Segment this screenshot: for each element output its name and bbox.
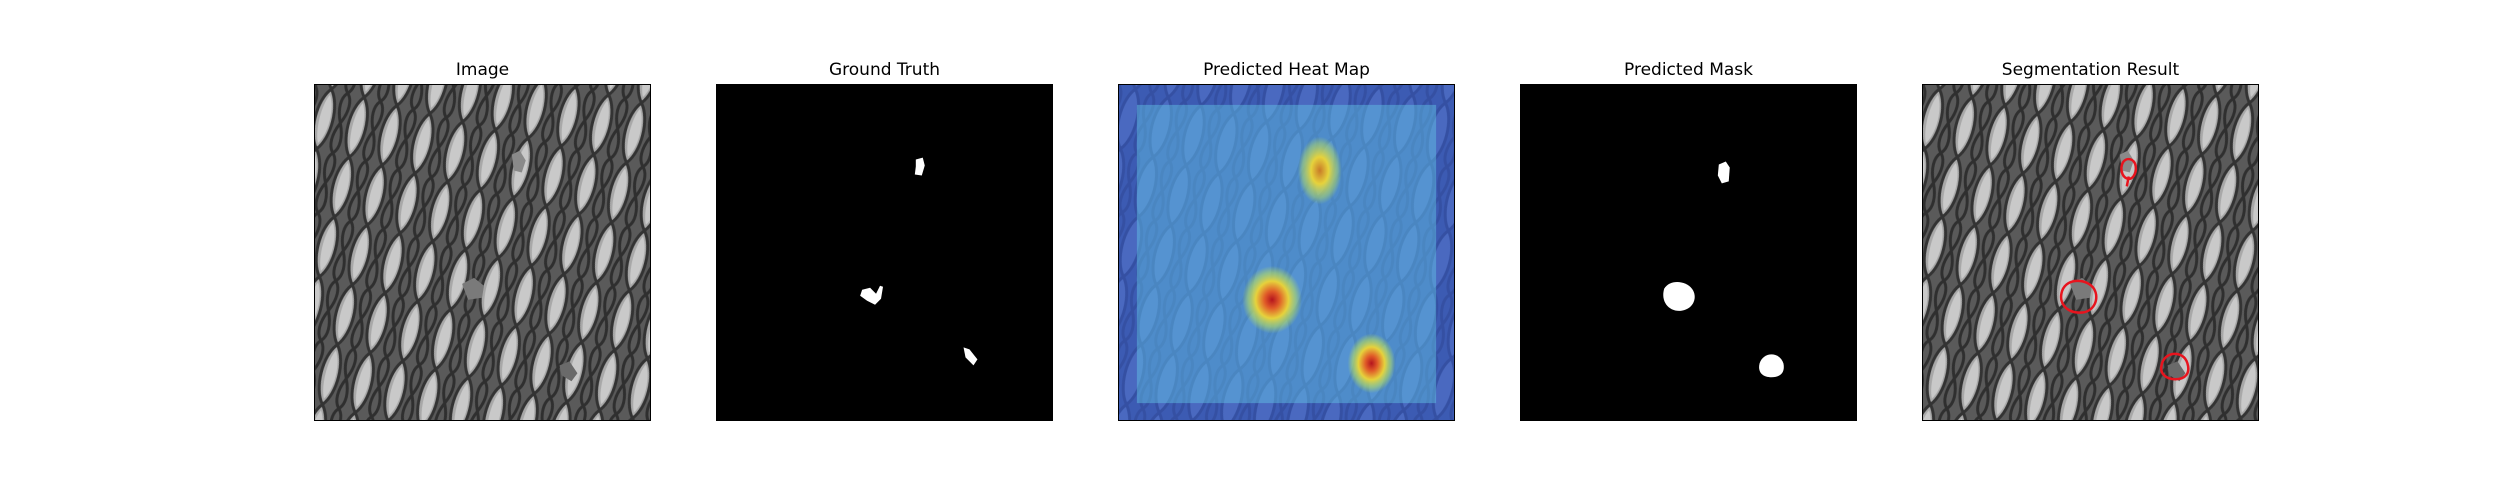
defect-2 [462,277,484,300]
panel-segmentation-result: Segmentation Result [1922,52,2259,424]
panel-title: Predicted Heat Map [1203,60,1370,80]
pred-region-3 [1759,354,1784,378]
heat-spot-1 [1297,136,1342,205]
contour-3 [2159,352,2190,381]
mesh-image [315,85,650,420]
panel-title: Image [455,60,510,80]
gt-region-3 [963,347,978,366]
heat-spot-3 [1347,333,1396,394]
gt-region-2 [860,285,884,305]
segmentation-result [1923,85,2258,420]
predicted-mask [1521,85,1856,420]
predicted-mask-frame [1520,84,1857,421]
segmentation-frame [1922,84,2259,421]
pred-region-1 [1717,161,1730,184]
panel-title: Predicted Mask [1624,60,1753,80]
panel-title: Segmentation Result [2001,60,2180,80]
contour-1 [2120,157,2138,187]
image-frame [314,84,651,421]
heat-spot-2 [1242,265,1302,334]
ground-truth-frame [716,84,1053,421]
panel-predicted-mask: Predicted Mask [1520,52,1857,424]
panel-ground-truth: Ground Truth [716,52,1053,424]
defect-1 [511,150,526,173]
panel-heat-map: Predicted Heat Map [1118,52,1455,424]
defect-3 [559,361,578,382]
gt-region-1 [914,157,925,176]
panel-image: Image [314,52,651,424]
panel-title: Ground Truth [828,60,941,80]
heat-map [1119,85,1454,420]
pred-region-2 [1663,282,1695,311]
ground-truth-mask [717,85,1052,420]
heat-map-frame [1118,84,1455,421]
contour-2 [2059,279,2098,314]
